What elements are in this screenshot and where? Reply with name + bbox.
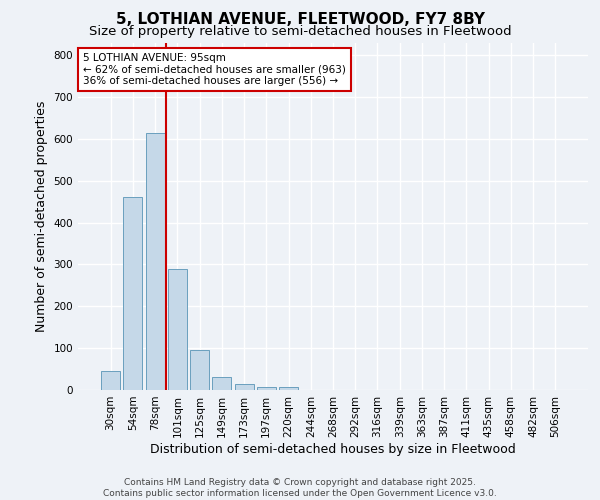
X-axis label: Distribution of semi-detached houses by size in Fleetwood: Distribution of semi-detached houses by … xyxy=(150,442,516,456)
Text: 5, LOTHIAN AVENUE, FLEETWOOD, FY7 8BY: 5, LOTHIAN AVENUE, FLEETWOOD, FY7 8BY xyxy=(115,12,485,28)
Text: 5 LOTHIAN AVENUE: 95sqm
← 62% of semi-detached houses are smaller (963)
36% of s: 5 LOTHIAN AVENUE: 95sqm ← 62% of semi-de… xyxy=(83,53,346,86)
Bar xyxy=(124,198,142,390)
Bar xyxy=(146,132,164,390)
Text: Contains HM Land Registry data © Crown copyright and database right 2025.
Contai: Contains HM Land Registry data © Crown c… xyxy=(103,478,497,498)
Bar xyxy=(190,350,209,390)
Bar xyxy=(101,371,120,390)
Bar xyxy=(235,384,254,390)
Y-axis label: Number of semi-detached properties: Number of semi-detached properties xyxy=(35,100,48,332)
Bar xyxy=(212,376,231,390)
Text: Size of property relative to semi-detached houses in Fleetwood: Size of property relative to semi-detach… xyxy=(89,25,511,38)
Bar xyxy=(257,386,276,390)
Bar xyxy=(279,386,298,390)
Bar xyxy=(168,268,187,390)
